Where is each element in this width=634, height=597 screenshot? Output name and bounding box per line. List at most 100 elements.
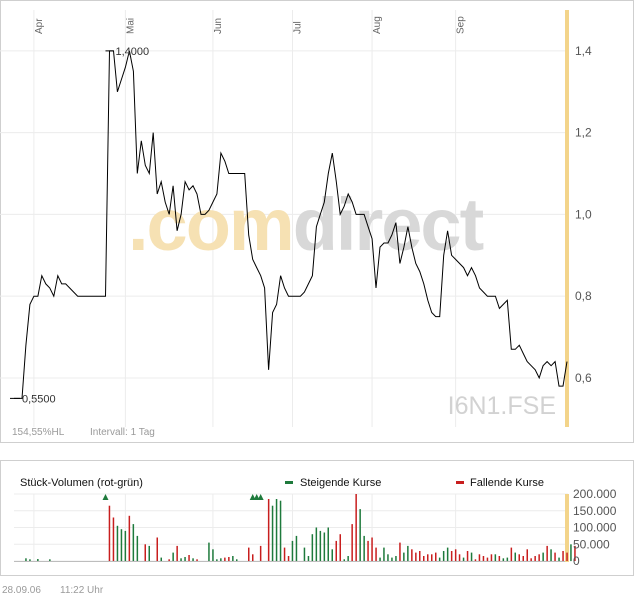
price-y-tick: 1,4	[575, 44, 592, 58]
price-series-line	[14, 50, 568, 399]
volume-bar	[120, 529, 123, 561]
volume-bar	[236, 559, 238, 561]
volume-bar	[124, 530, 127, 561]
price-y-tick: 1,2	[575, 126, 592, 140]
volume-bar	[574, 545, 576, 561]
volume-y-tick: 150.000	[573, 504, 617, 518]
volume-bar	[136, 535, 139, 561]
max-value-label: 1,4000	[115, 46, 149, 58]
volume-bar	[343, 559, 345, 561]
volume-bar	[474, 559, 477, 561]
volume-bar	[335, 540, 337, 561]
volume-bar	[160, 557, 162, 561]
volume-bar	[546, 545, 548, 561]
legend-rising-swatch	[285, 481, 293, 484]
current-day-highlight	[565, 10, 569, 427]
volume-bar	[208, 542, 210, 561]
volume-bar	[351, 524, 353, 561]
volume-bar	[554, 552, 556, 561]
volume-bar	[212, 549, 214, 561]
volume-y-tick: 200.000	[573, 487, 617, 501]
volume-bar	[172, 552, 174, 561]
volume-bar	[562, 551, 564, 561]
volume-bar	[287, 556, 290, 561]
volume-bar	[446, 547, 449, 561]
price-y-tick: 0,8	[575, 289, 592, 303]
volume-bar	[387, 554, 389, 561]
volume-bar	[283, 547, 286, 561]
volume-bar	[371, 537, 373, 561]
volume-bar	[534, 556, 536, 561]
volume-bar	[216, 559, 218, 561]
volume-bar	[315, 527, 318, 561]
volume-bar	[502, 558, 505, 561]
volume-bar	[259, 545, 262, 561]
volume-peak-marker	[257, 494, 264, 500]
volume-bar	[232, 556, 234, 561]
volume-bar	[168, 559, 170, 561]
volume-bar	[363, 535, 365, 561]
volume-bar	[108, 505, 111, 561]
volume-bar	[184, 557, 186, 561]
watermark: .comdirect	[128, 183, 486, 266]
volume-bar	[112, 517, 115, 561]
volume-bar	[307, 556, 310, 561]
volume-bar	[192, 558, 194, 561]
volume-bar	[470, 552, 473, 561]
volume-bar	[311, 534, 314, 561]
volume-bar	[395, 556, 397, 561]
volume-bar	[530, 558, 532, 561]
min-marker: 0,5500	[10, 393, 56, 405]
volume-bar	[438, 557, 441, 561]
volume-bar	[415, 552, 417, 561]
volume-bar	[128, 515, 131, 561]
volume-y-tick-labels: 200.000 150.000 100.000 50.000 0	[573, 487, 617, 568]
volume-title: Stück-Volumen (rot-grün)	[20, 477, 143, 489]
volume-bar	[327, 527, 329, 561]
volume-bars	[25, 494, 576, 562]
volume-bar	[196, 559, 198, 561]
volume-bar	[132, 524, 135, 561]
volume-bar	[419, 551, 421, 561]
volume-peak-markers	[102, 494, 264, 500]
volume-bar	[116, 525, 119, 561]
volume-bar	[478, 554, 481, 561]
volume-y-tick: 100.000	[573, 521, 617, 535]
price-y-tick-labels: 1,4 1,2 1,0 0,8 0,6	[575, 44, 592, 385]
volume-bar	[37, 559, 39, 561]
volume-bar	[339, 534, 341, 561]
volume-bar	[403, 552, 405, 561]
price-y-tick: 0,6	[575, 371, 592, 385]
volume-grid	[14, 493, 568, 562]
legend-falling-label: Fallende Kurse	[470, 477, 544, 489]
legend-rising-label: Steigende Kurse	[300, 477, 381, 489]
volume-bar	[462, 557, 465, 561]
volume-bar	[275, 499, 278, 561]
volume-bar	[411, 549, 413, 561]
volume-bar	[303, 547, 306, 561]
volume-bar	[526, 549, 528, 561]
volume-bar	[359, 509, 361, 561]
volume-bar	[29, 559, 31, 561]
price-grid	[0, 10, 568, 427]
price-x-tick: Sep	[456, 16, 467, 34]
volume-peak-marker	[253, 494, 260, 500]
watermark-part2: direct	[293, 183, 484, 266]
footer-date: 28.09.06	[2, 585, 41, 596]
volume-bar	[490, 554, 493, 561]
volume-bar	[180, 558, 182, 561]
max-marker: 1,4000	[105, 46, 149, 58]
volume-bar	[156, 537, 158, 561]
volume-bar	[454, 549, 457, 561]
volume-bar	[407, 545, 409, 561]
volume-bar	[220, 558, 222, 561]
volume-bar	[49, 559, 51, 561]
volume-bar	[522, 556, 524, 561]
volume-bar	[224, 557, 226, 561]
volume-bar	[494, 554, 497, 561]
volume-y-tick: 50.000	[573, 537, 610, 551]
volume-y-tick: 0	[573, 554, 580, 568]
volume-bar	[355, 494, 357, 561]
volume-bar	[510, 547, 513, 561]
volume-peak-marker	[249, 494, 256, 500]
